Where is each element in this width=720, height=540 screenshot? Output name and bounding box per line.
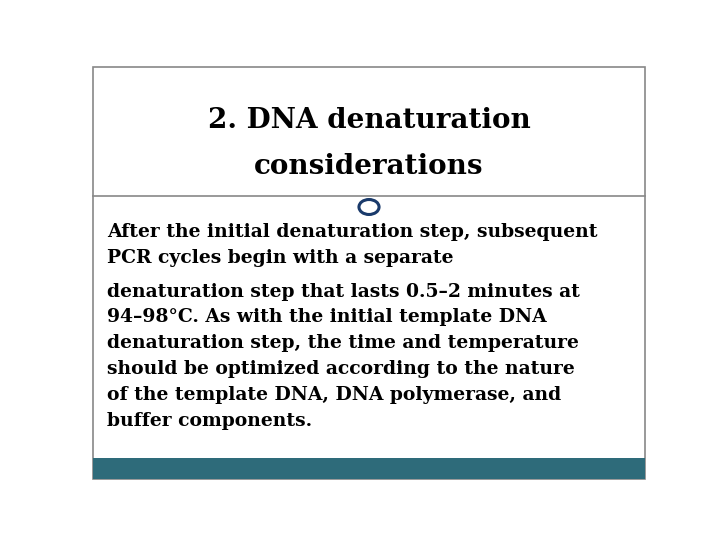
Text: denaturation step, the time and temperature: denaturation step, the time and temperat… (107, 334, 579, 352)
FancyBboxPatch shape (93, 458, 645, 478)
Text: 2. DNA denaturation: 2. DNA denaturation (207, 107, 531, 134)
FancyBboxPatch shape (93, 67, 645, 478)
Text: denaturation step that lasts 0.5–2 minutes at: denaturation step that lasts 0.5–2 minut… (107, 282, 580, 301)
Text: 94–98°C. As with the initial template DNA: 94–98°C. As with the initial template DN… (107, 308, 546, 327)
Text: should be optimized according to the nature: should be optimized according to the nat… (107, 360, 575, 378)
Text: buffer components.: buffer components. (107, 411, 312, 430)
Text: PCR cycles begin with a separate: PCR cycles begin with a separate (107, 248, 454, 267)
Text: After the initial denaturation step, subsequent: After the initial denaturation step, sub… (107, 223, 598, 241)
Text: considerations: considerations (254, 153, 484, 180)
Text: of the template DNA, DNA polymerase, and: of the template DNA, DNA polymerase, and (107, 386, 561, 404)
